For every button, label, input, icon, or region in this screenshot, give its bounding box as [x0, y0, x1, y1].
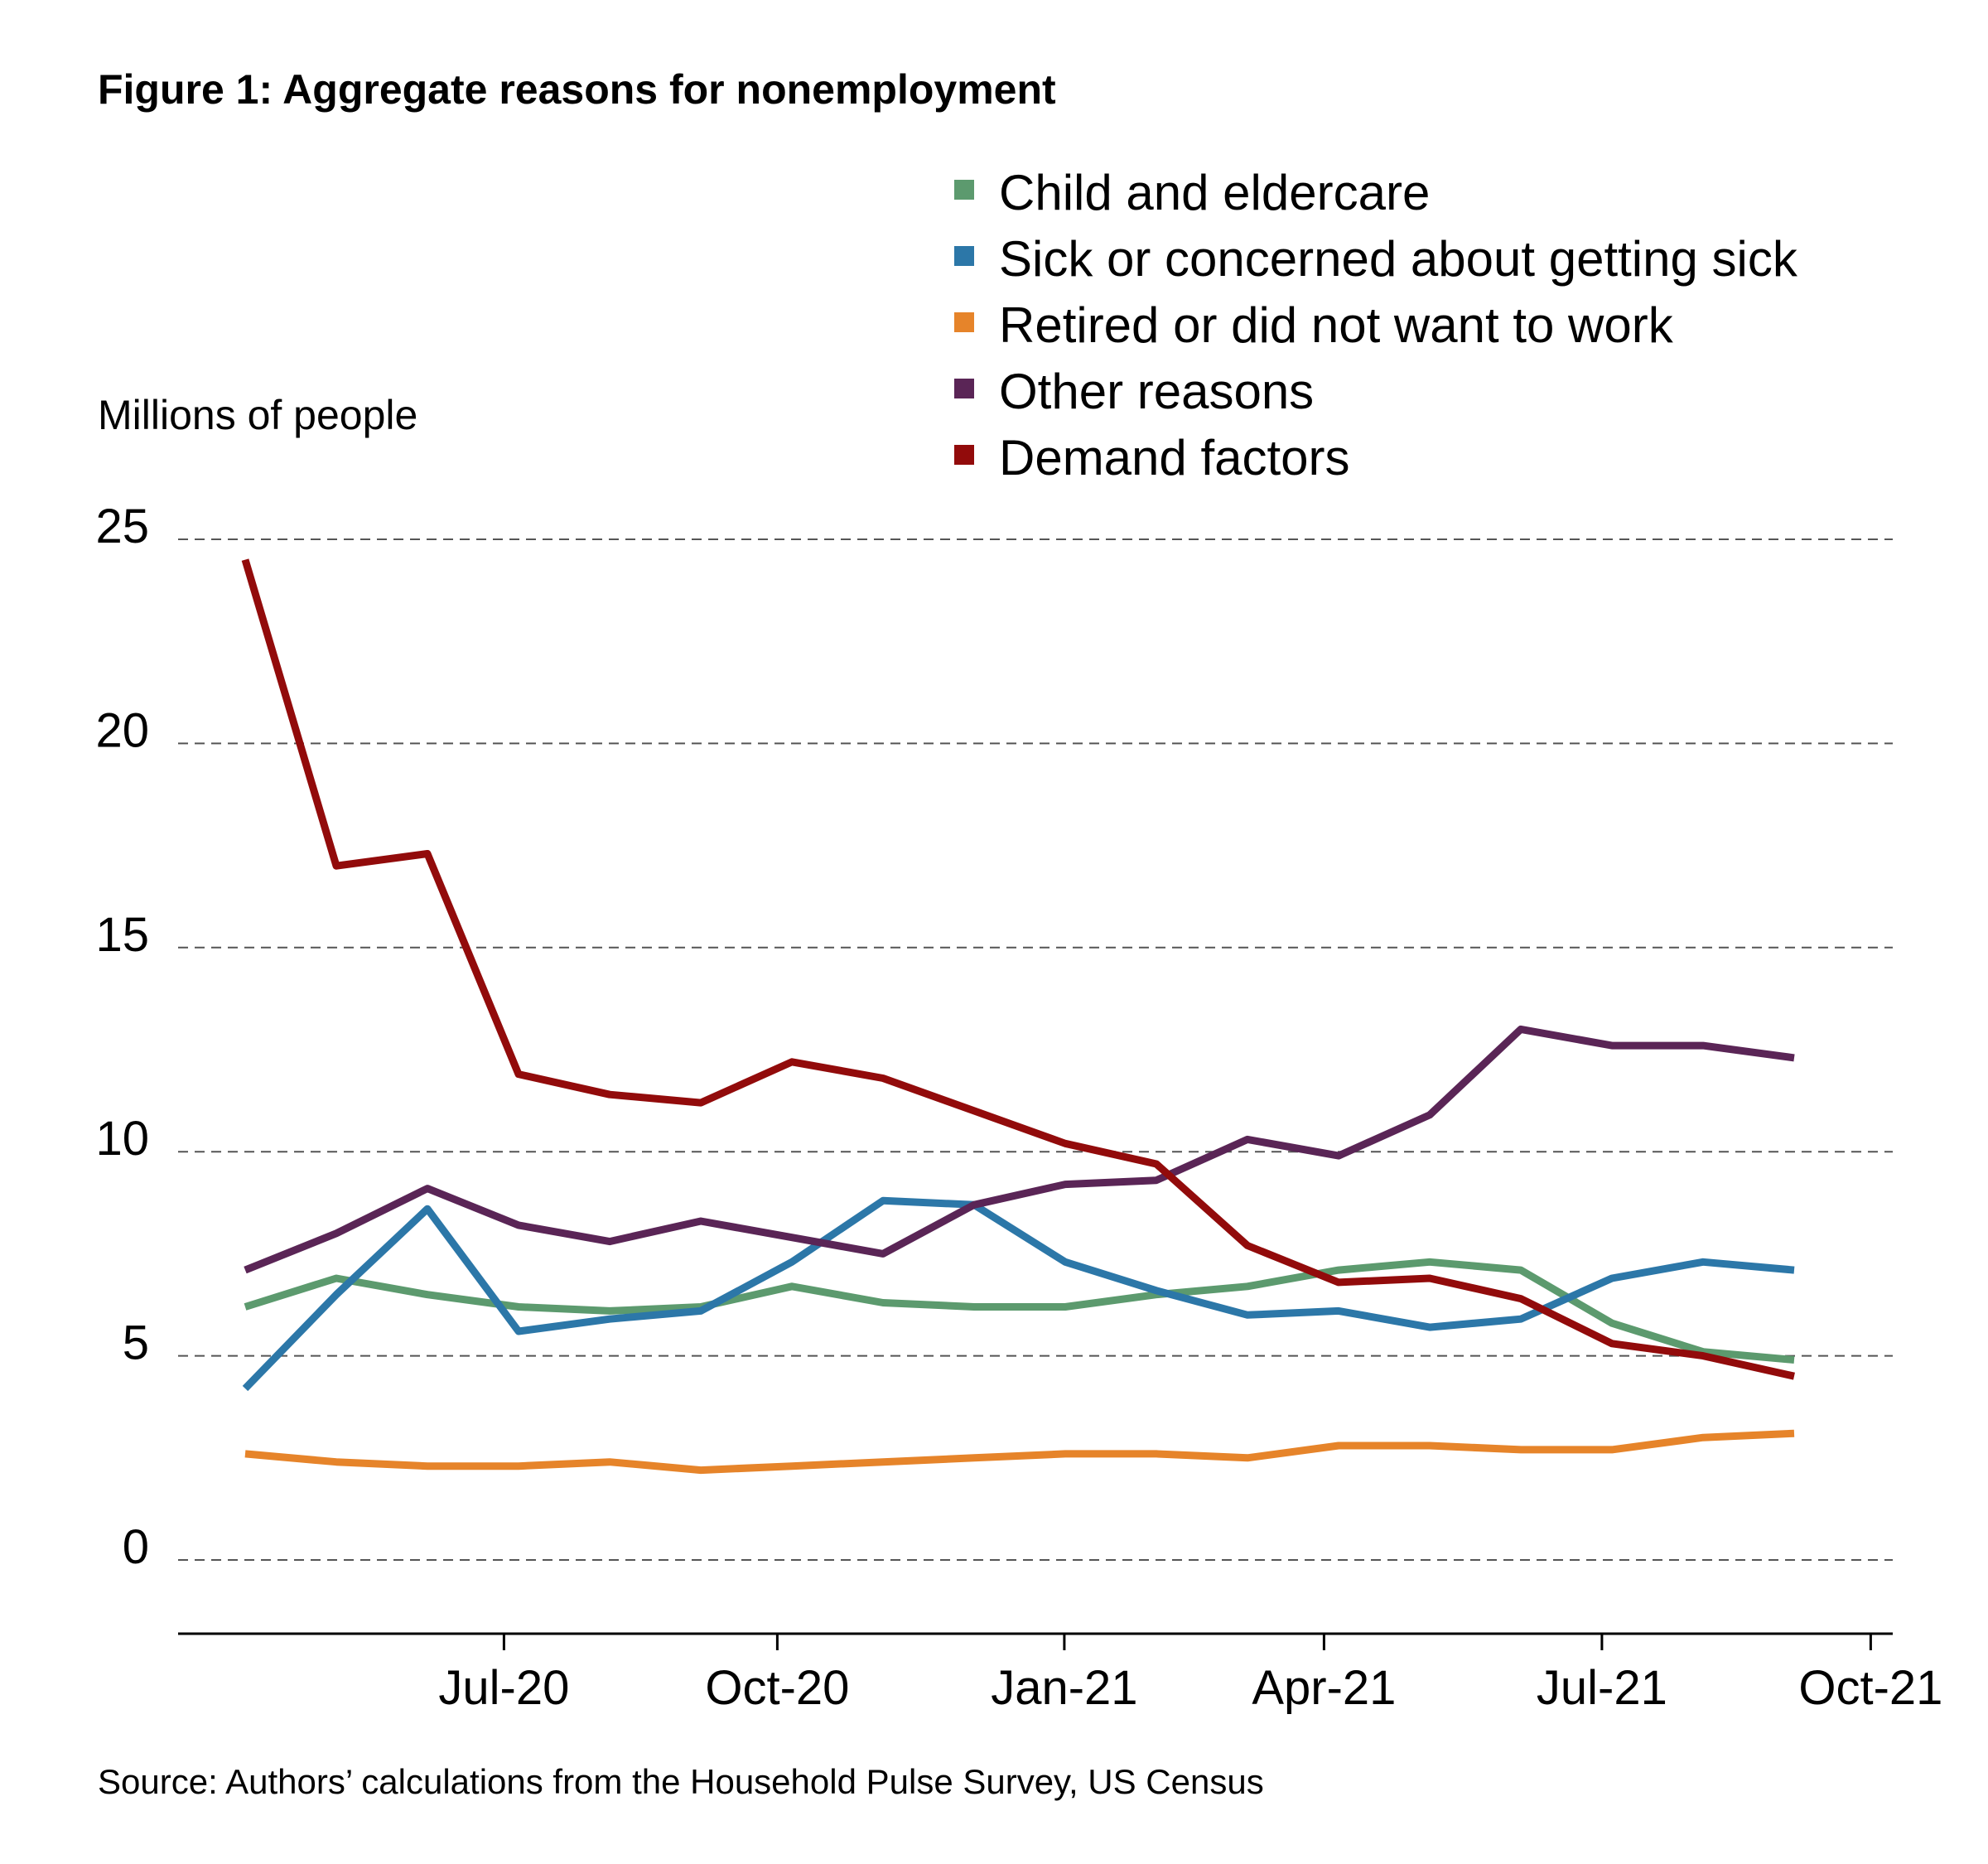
legend-entry: Other reasons — [999, 364, 1314, 419]
legend-entry: Retired or did not want to work — [999, 297, 1674, 353]
x-tick-label: Oct-20 — [705, 1661, 849, 1715]
legend: Child and eldercare Sick or concerned abo… — [954, 165, 1798, 485]
x-tick-label: Jul-21 — [1537, 1661, 1667, 1715]
legend-swatch — [954, 312, 974, 332]
y-axis-ticks: 0 5 10 15 20 25 — [95, 500, 149, 1574]
legend-entry: Demand factors — [999, 430, 1350, 485]
y-tick-label: 0 — [123, 1520, 149, 1574]
gridlines — [178, 538, 1893, 1561]
legend-swatch — [954, 180, 974, 200]
y-axis-label: Millions of people — [98, 392, 417, 438]
y-tick-label: 5 — [123, 1316, 149, 1370]
y-tick-label: 15 — [95, 908, 149, 962]
x-tick-label: Jul-20 — [438, 1661, 569, 1715]
x-tick-label: Jan-21 — [991, 1661, 1137, 1715]
series-lines — [241, 558, 1795, 1475]
y-tick-label: 10 — [95, 1112, 149, 1166]
chart-title: Figure 1: Aggregate reasons for nonemplo… — [98, 66, 1056, 113]
series-line-demand-factors — [241, 558, 1795, 1380]
series-line-other-reasons — [244, 1025, 1795, 1274]
x-axis: Jul-20 Oct-20 Jan-21 Apr-21 Jul-21 Oct-21 — [178, 1632, 1942, 1715]
y-tick-label: 20 — [95, 703, 149, 757]
series-line-sick-or-concerned-about-getting-sick — [242, 1196, 1795, 1392]
series-line-retired-or-did-not-want-to-work — [244, 1429, 1795, 1475]
source-note: Source: Authors’ calculations from the H… — [98, 1762, 1264, 1801]
legend-entry: Sick or concerned about getting sick — [999, 231, 1798, 287]
legend-entry: Child and eldercare — [999, 165, 1430, 220]
legend-swatch — [954, 246, 974, 266]
x-tick-label: Apr-21 — [1252, 1661, 1396, 1715]
x-tick-label: Oct-21 — [1798, 1661, 1942, 1715]
y-tick-label: 25 — [95, 500, 149, 553]
legend-swatch — [954, 379, 974, 398]
legend-swatch — [954, 445, 974, 465]
